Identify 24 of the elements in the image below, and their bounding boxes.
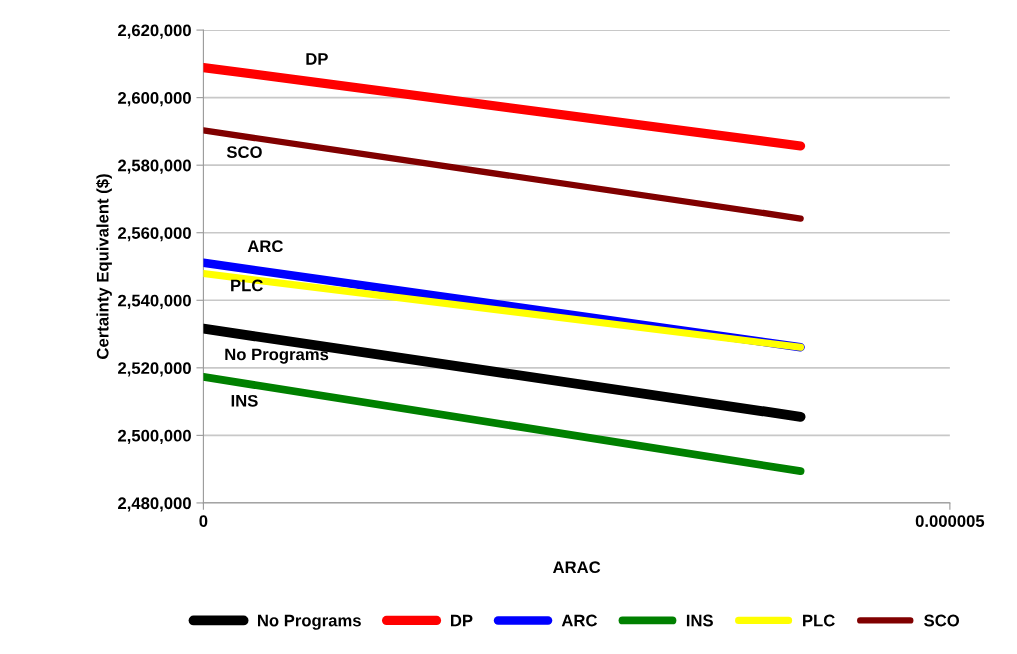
- x-axis-title: ARAC: [552, 561, 601, 574]
- legend-label: DP: [451, 614, 473, 627]
- x-tick-label: 0.000005: [915, 515, 985, 527]
- y-tick-label: 2,540,000: [118, 294, 191, 309]
- y-tick-label: 2,500,000: [118, 429, 191, 444]
- y-tick-label: 2,560,000: [118, 227, 191, 242]
- annotation: PLC: [231, 279, 263, 292]
- legend-label: INS: [686, 614, 713, 627]
- annotation: SCO: [226, 146, 262, 158]
- y-tick-label: 2,600,000: [118, 92, 191, 107]
- x-tick-label: 0: [199, 515, 208, 527]
- legend-label: ARC: [561, 614, 598, 627]
- y-tick-label: 2,480,000: [118, 497, 191, 512]
- annotation: INS: [231, 394, 258, 407]
- legend-label: No Programs: [258, 614, 361, 630]
- legend-label: SCO: [924, 614, 960, 627]
- legend-label: PLC: [803, 614, 835, 627]
- annotation: No Programs: [225, 348, 329, 364]
- y-tick-label: 2,580,000: [118, 159, 191, 174]
- annotation: DP: [306, 53, 328, 65]
- annotation: ARC: [247, 240, 283, 253]
- y-tick-label: 2,620,000: [118, 24, 191, 39]
- y-axis-title: Certainty Equivalent ($): [96, 174, 112, 359]
- y-tick-label: 2,520,000: [118, 362, 191, 377]
